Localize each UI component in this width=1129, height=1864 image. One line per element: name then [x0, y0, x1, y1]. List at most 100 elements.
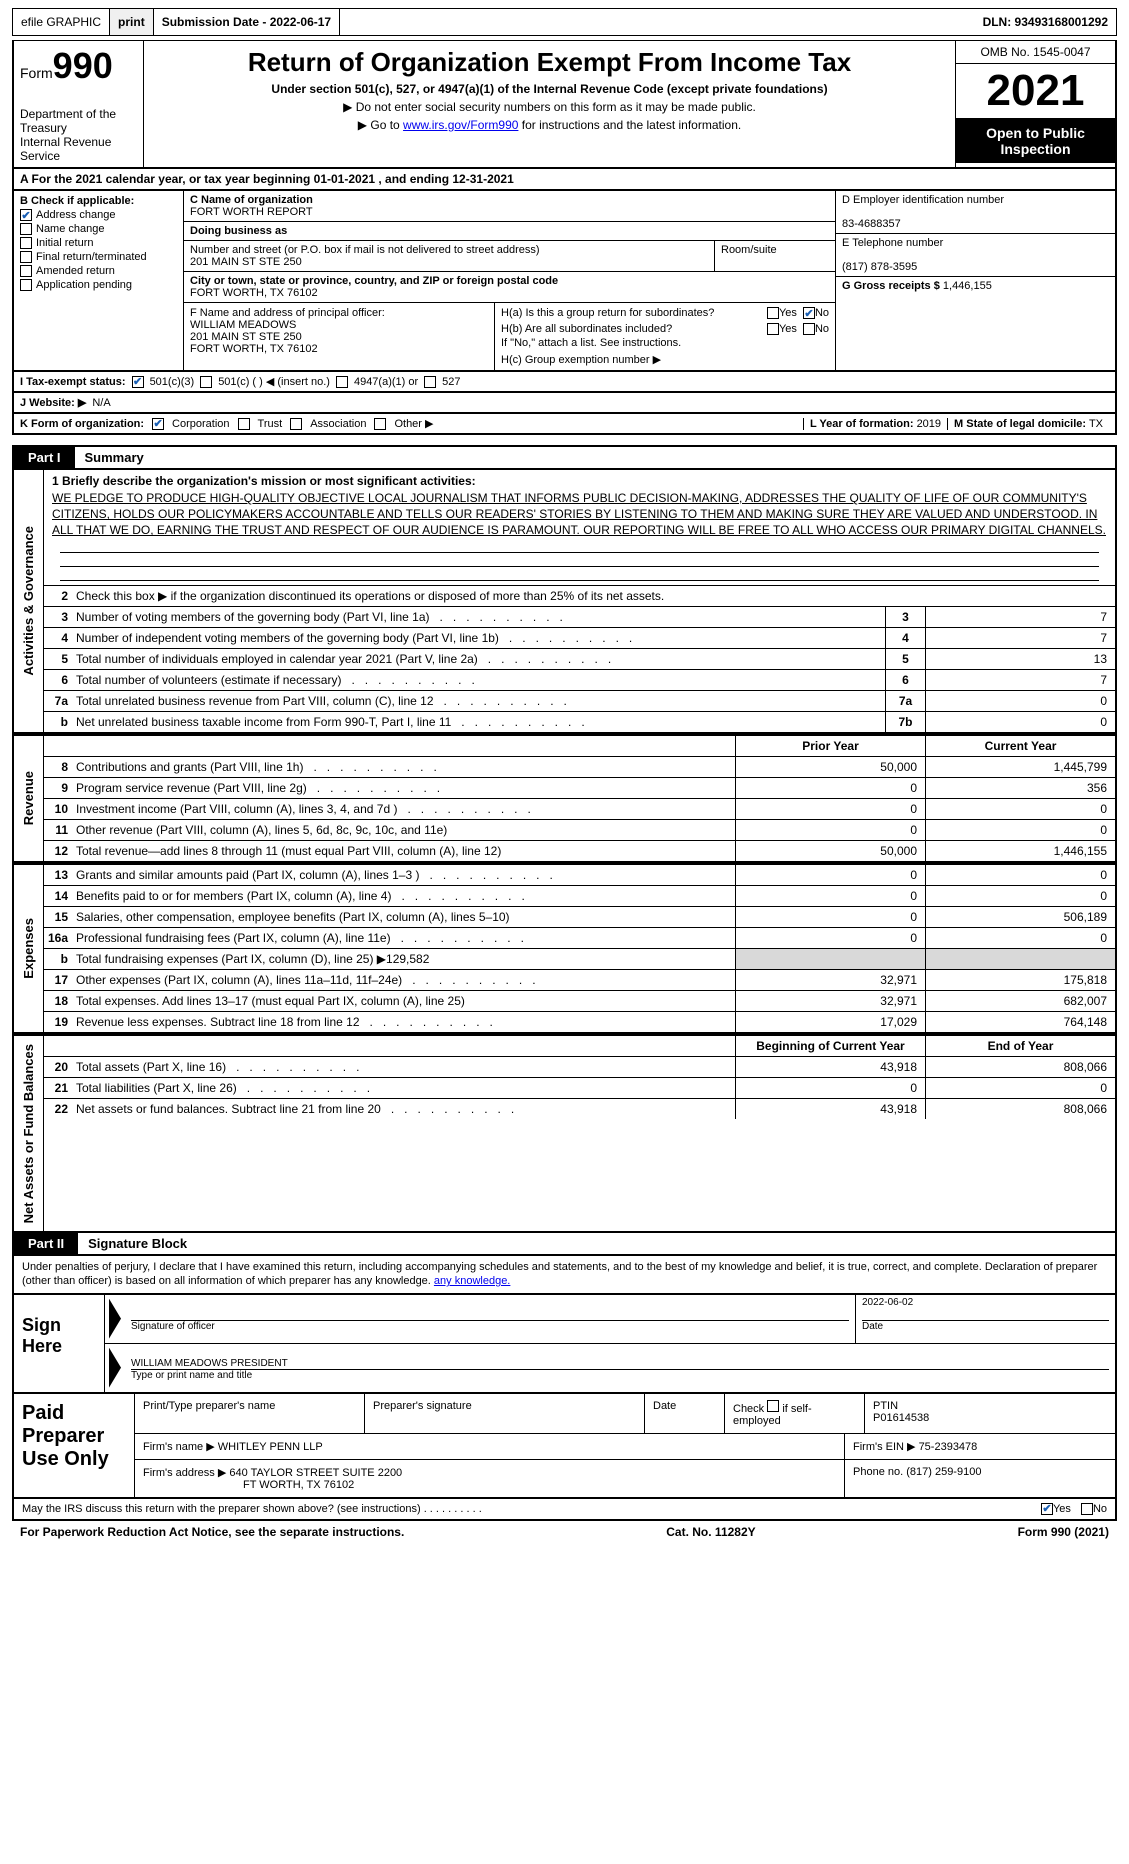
checkbox-initial[interactable] — [20, 237, 32, 249]
cy18: 682,007 — [925, 991, 1115, 1011]
inspection-badge: Open to Public Inspection — [956, 119, 1115, 163]
l22: Net assets or fund balances. Subtract li… — [72, 1099, 735, 1119]
v5: 13 — [925, 649, 1115, 669]
checkbox-address-change[interactable] — [20, 209, 32, 221]
discuss-yes[interactable] — [1041, 1503, 1053, 1515]
g-lab: G Gross receipts $ — [842, 280, 940, 292]
b-initial: Initial return — [36, 237, 93, 249]
k-other[interactable] — [374, 418, 386, 430]
hb-yes[interactable] — [767, 323, 779, 335]
py16b-grey — [735, 949, 925, 969]
sub3-pre: ▶ Go to — [358, 118, 403, 132]
pra-r: Form 990 (2021) — [1018, 1525, 1109, 1539]
cy10: 0 — [925, 799, 1115, 819]
l17: Other expenses (Part IX, column (A), lin… — [72, 970, 735, 990]
l8: Contributions and grants (Part VIII, lin… — [72, 757, 735, 777]
row-k: K Form of organization: Corporation Trus… — [12, 414, 1117, 435]
py11: 0 — [735, 820, 925, 840]
checkbox-name-change[interactable] — [20, 223, 32, 235]
sig-decl-text: Under penalties of perjury, I declare th… — [22, 1261, 1097, 1287]
self-employed-check[interactable] — [767, 1400, 779, 1412]
cy11: 0 — [925, 820, 1115, 840]
print-button[interactable]: print — [110, 9, 154, 35]
sig-lab: Signature of officer — [131, 1321, 215, 1332]
any-knowledge-link[interactable]: any knowledge. — [434, 1275, 510, 1287]
firm-ein: 75-2393478 — [919, 1441, 978, 1453]
cy8: 1,445,799 — [925, 757, 1115, 777]
checkbox-final[interactable] — [20, 251, 32, 263]
page: efile GRAPHIC print Submission Date - 20… — [0, 0, 1129, 1551]
header-left: Form990 Department of the Treasury Inter… — [14, 41, 144, 167]
ha-no[interactable] — [803, 307, 815, 319]
header-center: Return of Organization Exempt From Incom… — [144, 41, 955, 167]
vlabel-net: Net Assets or Fund Balances — [21, 1036, 36, 1231]
part-2-header: Part II Signature Block — [12, 1233, 1117, 1256]
ptin: P01614538 — [873, 1412, 929, 1424]
py12: 50,000 — [735, 841, 925, 861]
col-d: D Employer identification number83-46883… — [835, 191, 1115, 370]
footer-discuss: May the IRS discuss this return with the… — [12, 1499, 1117, 1521]
k-corp[interactable] — [152, 418, 164, 430]
part-2-num: Part II — [14, 1233, 78, 1254]
footer-q: May the IRS discuss this return with the… — [22, 1503, 421, 1515]
k-o3: Association — [310, 418, 366, 430]
l4: Number of independent voting members of … — [72, 628, 885, 648]
cy13: 0 — [925, 865, 1115, 885]
sig-date-lab: Date — [862, 1321, 883, 1332]
q1: 1 Briefly describe the organization's mi… — [52, 474, 1107, 488]
hb-yes-lab: Yes — [779, 323, 797, 335]
part-2-title: Signature Block — [78, 1233, 197, 1254]
discuss-no-lab: No — [1093, 1503, 1107, 1515]
i-o4: 527 — [442, 376, 460, 388]
website: N/A — [92, 397, 110, 409]
l15: Salaries, other compensation, employee b… — [72, 907, 735, 927]
k-assoc[interactable] — [290, 418, 302, 430]
d-lab: D Employer identification number — [842, 194, 1004, 206]
cy15: 506,189 — [925, 907, 1115, 927]
l16a: Professional fundraising fees (Part IX, … — [72, 928, 735, 948]
org-city: FORT WORTH, TX 76102 — [190, 287, 318, 299]
e-lab: E Telephone number — [842, 237, 943, 249]
l5: Total number of individuals employed in … — [72, 649, 885, 669]
prep-c1: Print/Type preparer's name — [135, 1394, 365, 1433]
cy19: 764,148 — [925, 1012, 1115, 1032]
vlabel-activities: Activities & Governance — [21, 518, 36, 684]
discuss-no[interactable] — [1081, 1503, 1093, 1515]
sig-name-lab: Type or print name and title — [131, 1370, 252, 1381]
state-domicile: TX — [1089, 418, 1103, 430]
cy17: 175,818 — [925, 970, 1115, 990]
form-sub1: Under section 501(c), 527, or 4947(a)(1)… — [152, 82, 947, 96]
l12: Total revenue—add lines 8 through 11 (mu… — [72, 841, 735, 861]
i-501c[interactable] — [200, 376, 212, 388]
py15: 0 — [735, 907, 925, 927]
part-1-title: Summary — [75, 447, 154, 468]
ey22: 808,066 — [925, 1099, 1115, 1119]
vlabel-revenue: Revenue — [21, 763, 36, 833]
i-o1: 501(c)(3) — [150, 376, 195, 388]
officer-addr1: 201 MAIN ST STE 250 — [190, 331, 302, 343]
cy16b-grey — [925, 949, 1115, 969]
checkbox-amended[interactable] — [20, 265, 32, 277]
ein-lab: Firm's EIN ▶ — [853, 1441, 916, 1453]
l19: Revenue less expenses. Subtract line 18 … — [72, 1012, 735, 1032]
py19: 17,029 — [735, 1012, 925, 1032]
c-name-lab: C Name of organization — [190, 194, 313, 206]
officer-name: WILLIAM MEADOWS — [190, 319, 296, 331]
officer-addr2: FORT WORTH, TX 76102 — [190, 343, 318, 355]
i-527[interactable] — [424, 376, 436, 388]
k-trust[interactable] — [238, 418, 250, 430]
form990-link[interactable]: www.irs.gov/Form990 — [403, 118, 518, 132]
checkbox-app-pending[interactable] — [20, 279, 32, 291]
firm-addr1: 640 TAYLOR STREET SUITE 2200 — [229, 1467, 402, 1479]
b-label: B Check if applicable: — [20, 195, 177, 207]
i-501c3[interactable] — [132, 376, 144, 388]
hb-no[interactable] — [803, 323, 815, 335]
pra-c: Cat. No. 11282Y — [666, 1525, 755, 1539]
firm-lab: Firm's name ▶ — [143, 1441, 215, 1453]
i-4947[interactable] — [336, 376, 348, 388]
k-lab: K Form of organization: — [20, 418, 144, 430]
form-header: Form990 Department of the Treasury Inter… — [12, 40, 1117, 169]
ha-yes[interactable] — [767, 307, 779, 319]
sig-date: 2022-06-02 — [862, 1297, 913, 1308]
py17: 32,971 — [735, 970, 925, 990]
